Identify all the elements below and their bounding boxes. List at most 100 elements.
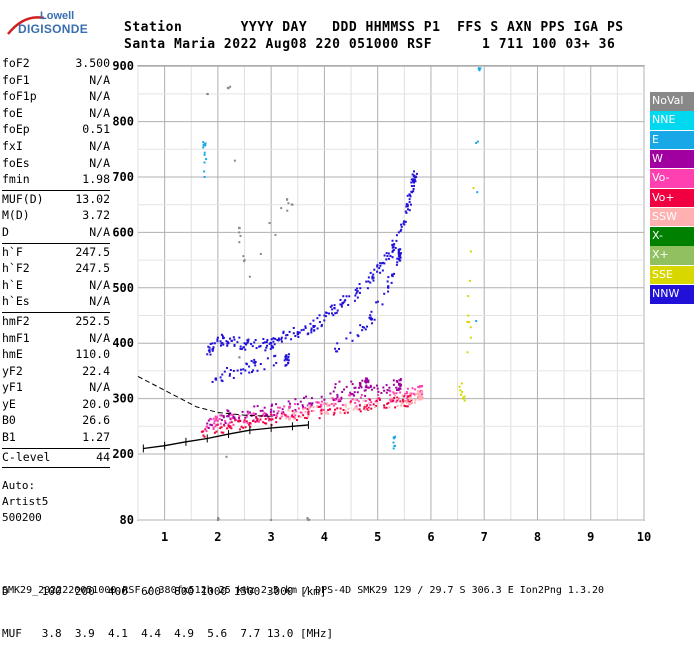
param-name: foF1p (2, 89, 37, 104)
data-point-ssw (420, 395, 423, 398)
data-point-w (311, 402, 314, 405)
data-point-nnw (284, 337, 287, 340)
data-point-vo- (213, 422, 216, 425)
data-point-vo- (389, 394, 392, 397)
distance-row: D 100 200 400 600 800 1000 1500 3000 [km… (2, 585, 327, 598)
data-point-w (397, 388, 400, 391)
data-point-vo- (257, 420, 260, 423)
data-point-nnw (248, 371, 251, 374)
data-point-ssw (292, 412, 295, 415)
y-tick-label: 800 (112, 115, 134, 129)
data-point-w (253, 405, 256, 408)
data-point-nnw (342, 295, 345, 298)
data-point-vo- (405, 391, 408, 394)
data-point-noval (217, 517, 220, 520)
data-point-vo+ (291, 414, 294, 417)
legend-item-sse: SSE (650, 265, 694, 285)
data-point-nnw (347, 303, 350, 306)
data-point-vo+ (280, 413, 283, 416)
data-point-nnw (370, 310, 373, 313)
data-point-nnw (286, 358, 289, 361)
data-point-vo+ (369, 398, 372, 401)
data-point-vo+ (366, 404, 369, 407)
data-point-w (227, 414, 230, 417)
data-point-sse (472, 187, 475, 190)
data-point-ssw (287, 409, 290, 412)
data-point-vo+ (393, 396, 396, 399)
data-point-w (334, 386, 337, 389)
param-row: h`F2 247.5 (2, 261, 110, 278)
data-point-w (385, 391, 388, 394)
data-point-vo+ (220, 426, 223, 429)
data-point-nnw (399, 256, 402, 259)
param-name: foF2 (2, 56, 30, 70)
data-point-nnw (277, 339, 280, 342)
data-point-nnw (325, 311, 328, 314)
logo-line1: Lowell (40, 10, 75, 22)
data-point-vo- (339, 398, 342, 401)
data-point-nnw (332, 314, 335, 317)
data-point-nnw (340, 305, 343, 308)
data-point-nnw (391, 239, 394, 242)
data-point-nnw (397, 231, 400, 234)
data-point-vo+ (404, 405, 407, 408)
data-point-ssw (408, 402, 411, 405)
data-point-noval (287, 202, 290, 205)
data-point-nnw (343, 300, 346, 303)
data-point-nnw (404, 210, 407, 213)
data-point-nnw (263, 368, 266, 371)
data-point-nnw (387, 286, 390, 289)
data-point-nnw (390, 281, 393, 284)
data-point-vo- (253, 414, 256, 417)
param-value: N/A (89, 224, 110, 239)
data-point-w (227, 415, 230, 418)
data-point-e (475, 320, 478, 323)
data-point-w (301, 404, 304, 407)
data-point-w (338, 380, 341, 383)
data-point-nnw (387, 252, 390, 255)
param-value: 0.51 (82, 122, 110, 137)
data-point-vo- (215, 419, 218, 422)
data-point-vo- (212, 417, 215, 420)
data-point-nnw (274, 354, 277, 357)
data-point-nnw (354, 288, 357, 291)
data-point-vo- (227, 423, 230, 426)
param-name: B1 (2, 430, 16, 445)
data-point-vo+ (358, 408, 361, 411)
data-point-sse (468, 321, 471, 324)
data-point-sse (468, 279, 471, 282)
y-tick-label: 200 (112, 447, 134, 461)
param-row: MUF(D) 13.02 (2, 192, 110, 209)
data-point-e (477, 67, 480, 70)
data-point-e (204, 142, 207, 145)
data-point-nnw (372, 273, 375, 276)
data-point-nnw (265, 341, 268, 344)
data-point-w (377, 390, 380, 393)
data-point-nnw (252, 361, 255, 364)
data-point-w (364, 389, 367, 392)
data-point-sse (459, 389, 462, 392)
param-row: B1 1.27 (2, 430, 110, 447)
data-point-nnw (412, 190, 415, 193)
data-point-vo+ (401, 398, 404, 401)
data-point-nnw (336, 350, 339, 353)
data-point-w (396, 380, 399, 383)
data-point-nnw (410, 181, 413, 184)
data-point-nnw (236, 369, 239, 372)
data-point-nnw (392, 246, 395, 249)
data-point-vo- (367, 397, 370, 400)
data-point-nnw (220, 342, 223, 345)
data-point-nnw (255, 347, 258, 350)
data-point-nnw (250, 342, 253, 345)
data-point-nnw (408, 209, 411, 212)
data-point-w (294, 408, 297, 411)
data-point-vo+ (392, 399, 395, 402)
param-row: yE 20.0 (2, 397, 110, 414)
data-point-nnw (266, 338, 269, 341)
data-point-nnw (253, 341, 256, 344)
distance-muf-table: D 100 200 400 600 800 1000 1500 3000 [km… (2, 557, 333, 655)
y-tick-label: 600 (112, 225, 134, 239)
data-point-vo- (304, 406, 307, 409)
data-point-nnw (405, 211, 408, 214)
data-point-nnw (287, 355, 290, 358)
